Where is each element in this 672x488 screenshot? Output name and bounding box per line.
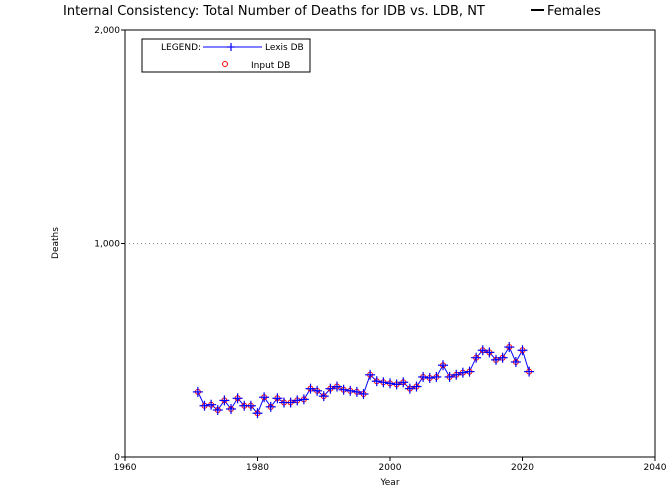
series [192, 342, 535, 419]
point-lexis-db-2008 [438, 360, 448, 371]
x-tick-label-0: 1960 [114, 463, 137, 473]
point-lexis-db-1998 [371, 376, 382, 387]
point-lexis-db-1973 [206, 399, 217, 410]
point-lexis-db-2019 [510, 356, 521, 367]
point-lexis-db-1991 [325, 383, 336, 394]
legend-input-label: Input DB [251, 61, 290, 71]
x-tick-label-2: 2000 [379, 463, 402, 473]
x-axis-label: Year [379, 478, 399, 488]
point-lexis-db-1981 [259, 392, 270, 403]
point-lexis-db-1971 [192, 386, 203, 397]
point-lexis-db-2016 [491, 354, 501, 365]
point-lexis-db-1993 [338, 384, 349, 395]
point-lexis-db-2018 [504, 342, 515, 353]
point-lexis-db-2007 [431, 371, 442, 382]
point-lexis-db-1994 [345, 385, 356, 396]
point-lexis-db-1975 [219, 395, 230, 406]
point-lexis-db-2012 [464, 366, 475, 377]
chart-title: Internal Consistency: Total Number of De… [63, 4, 485, 19]
chart-title-suffix: Females [547, 4, 601, 19]
point-lexis-db-1988 [305, 383, 316, 394]
point-lexis-db-2000 [385, 378, 395, 389]
point-lexis-db-2002 [398, 377, 409, 388]
point-lexis-db-1986 [292, 395, 303, 406]
x-tick-label-3: 2020 [511, 463, 534, 473]
point-lexis-db-2020 [517, 345, 528, 356]
point-lexis-db-1989 [312, 385, 323, 396]
point-lexis-db-1987 [298, 394, 309, 405]
point-lexis-db-2001 [391, 379, 402, 390]
y-tick-label-2: 2,000 [94, 26, 120, 36]
point-lexis-db-1995 [351, 386, 362, 397]
axes: 0 1,000 2,000 1960 1980 2000 2020 2040 [94, 26, 666, 473]
point-lexis-db-2003 [404, 383, 415, 394]
point-lexis-db-2015 [484, 347, 495, 358]
point-lexis-db-1972 [199, 400, 210, 411]
point-lexis-db-1983 [272, 393, 283, 404]
point-lexis-db-2009 [444, 371, 455, 382]
point-lexis-db-2004 [411, 381, 422, 392]
point-lexis-db-1977 [232, 393, 243, 404]
legend: LEGEND: Lexis DB Input DB [141, 38, 311, 73]
point-lexis-db-2005 [418, 371, 429, 382]
point-lexis-db-1985 [285, 397, 296, 408]
point-lexis-db-2017 [497, 352, 508, 363]
legend-input-marker [222, 61, 228, 67]
legend-title: LEGEND: [161, 43, 201, 53]
point-lexis-db-1980 [252, 408, 263, 419]
point-lexis-db-1979 [245, 400, 256, 411]
point-lexis-db-1976 [226, 403, 236, 414]
x-tick-label-4: 2040 [644, 463, 667, 473]
point-lexis-db-2014 [477, 345, 488, 356]
point-lexis-db-1997 [365, 369, 376, 380]
point-lexis-db-2013 [471, 352, 482, 363]
y-axis-label: Deaths [51, 227, 61, 259]
series-line-lexis-db [197, 345, 530, 415]
legend-box [141, 38, 311, 73]
point-lexis-db-1999 [378, 377, 389, 388]
y-tick-label-0: 0 [114, 453, 120, 463]
point-lexis-db-2021 [524, 366, 535, 377]
point-lexis-db-2006 [424, 373, 435, 384]
point-lexis-db-1990 [318, 391, 329, 402]
y-tick-label-1: 1,000 [94, 240, 120, 250]
point-lexis-db-2011 [457, 367, 468, 378]
point-lexis-db-1982 [265, 401, 276, 412]
x-tick-label-1: 1980 [246, 463, 269, 473]
point-lexis-db-1996 [358, 389, 369, 400]
legend-lexis-label: Lexis DB [265, 43, 304, 53]
legend-lexis-marker [227, 43, 235, 51]
point-lexis-db-1992 [332, 381, 342, 392]
point-lexis-db-1974 [212, 405, 223, 416]
point-lexis-db-2010 [451, 369, 462, 380]
